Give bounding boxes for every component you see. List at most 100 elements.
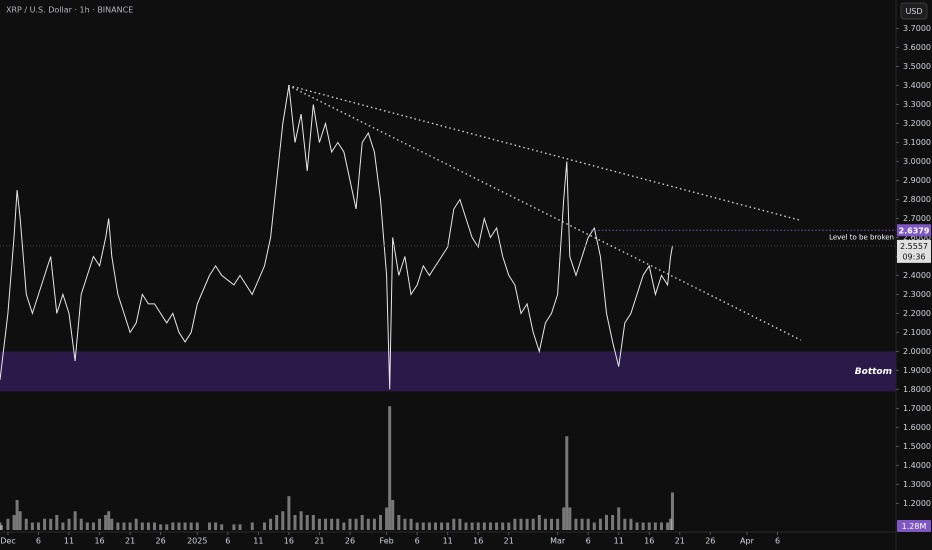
x-tick-label: 16 xyxy=(284,537,294,546)
volume-bar xyxy=(299,511,303,530)
y-tick-label: 3.6000 xyxy=(903,43,931,52)
volume-bar xyxy=(440,522,444,530)
volume-bar xyxy=(238,524,242,530)
y-tick-label: 1.3000 xyxy=(903,480,931,489)
volume-label: 1.28M xyxy=(902,522,927,531)
trendline xyxy=(287,84,802,341)
volume-bar xyxy=(354,518,358,530)
volume-bar xyxy=(391,500,395,530)
x-tick-label: Dec xyxy=(0,537,15,546)
y-tick-label: 2.1000 xyxy=(903,328,931,337)
volume-bar xyxy=(330,518,334,530)
volume-bar xyxy=(61,522,65,530)
x-tick-label: 21 xyxy=(314,537,324,546)
x-tick-label: 26 xyxy=(345,537,355,546)
volume-bar xyxy=(360,515,364,530)
volume-bar xyxy=(275,515,279,530)
volume-bar xyxy=(43,518,47,530)
last-price: 2.5557 xyxy=(900,242,928,251)
y-tick-label: 2.9000 xyxy=(903,176,931,185)
volume-bar xyxy=(488,522,492,530)
currency-label: USD xyxy=(905,7,922,16)
volume-bar xyxy=(476,522,480,530)
volume-bar xyxy=(629,518,633,530)
volume-bar xyxy=(342,522,346,530)
volume-bar xyxy=(458,518,462,530)
volume-bar xyxy=(24,518,28,530)
volume-bar xyxy=(336,518,340,530)
volume-bar xyxy=(98,518,102,530)
last-price-box xyxy=(897,239,931,263)
zone-label: Bottom xyxy=(855,367,892,377)
volume-bar xyxy=(397,515,401,530)
volume-bar xyxy=(159,524,163,530)
x-tick-label: 6 xyxy=(775,537,780,546)
volume-bar xyxy=(134,518,138,530)
volume-bar xyxy=(403,518,407,530)
x-tick-label: 11 xyxy=(443,537,453,546)
volume-bar xyxy=(409,518,413,530)
volume-bar xyxy=(604,515,608,530)
volume-bar xyxy=(348,518,352,530)
trendline xyxy=(288,84,801,221)
volume-bar xyxy=(171,522,175,530)
volume-bar xyxy=(177,522,181,530)
x-tick-label: 6 xyxy=(586,537,591,546)
volume-label-box xyxy=(897,520,931,532)
y-tick-label: 3.2000 xyxy=(903,119,931,128)
volume-bar xyxy=(525,518,529,530)
volume-bar xyxy=(611,515,615,530)
volume-bar xyxy=(669,518,673,530)
volume-bar xyxy=(482,522,486,530)
volume-bar xyxy=(565,436,569,530)
volume-bar xyxy=(287,496,291,530)
volume-bar xyxy=(433,522,437,530)
x-tick-label: 21 xyxy=(504,537,514,546)
volume-bar xyxy=(592,522,596,530)
volume-bar xyxy=(189,522,193,530)
y-tick-label: 3.1000 xyxy=(903,138,931,147)
countdown: 09:36 xyxy=(902,252,925,261)
volume-bar xyxy=(15,500,19,530)
y-tick-label: 1.8000 xyxy=(903,385,931,394)
volume-bar xyxy=(122,522,126,530)
volume-bar xyxy=(562,507,566,530)
x-tick-label: 6 xyxy=(36,537,41,546)
y-tick-label: 2.6000 xyxy=(903,233,931,242)
volume-bar xyxy=(385,507,389,530)
volume-bar xyxy=(470,522,474,530)
y-tick-label: 1.6000 xyxy=(903,423,931,432)
volume-bar xyxy=(36,522,40,530)
volume-bar xyxy=(501,522,505,530)
level-price: 2.6379 xyxy=(899,226,930,235)
volume-bar xyxy=(666,522,670,530)
volume-bar xyxy=(153,522,157,530)
volume-bar xyxy=(110,518,114,530)
volume-bar xyxy=(617,507,621,530)
volume-bar xyxy=(262,522,266,530)
x-tick-label: 6 xyxy=(225,537,230,546)
volume-bar xyxy=(519,518,523,530)
y-tick-label: 1.2000 xyxy=(903,499,931,508)
y-tick-label: 2.8000 xyxy=(903,195,931,204)
level-label: Level to be broken xyxy=(829,233,894,241)
x-tick-label: 2025 xyxy=(187,537,207,546)
y-tick-label: 3.0000 xyxy=(903,157,931,166)
volume-bar xyxy=(107,511,111,530)
volume-bar xyxy=(598,518,602,530)
volume-bar xyxy=(116,522,120,530)
x-tick-label: 11 xyxy=(253,537,263,546)
volume-bar xyxy=(464,522,468,530)
volume-bar xyxy=(647,522,651,530)
volume-bar xyxy=(543,518,547,530)
y-tick-label: 3.7000 xyxy=(903,24,931,33)
volume-bar xyxy=(305,515,309,530)
y-tick-label: 2.4000 xyxy=(903,271,931,280)
volume-bar xyxy=(495,522,499,530)
volume-bar xyxy=(379,515,383,530)
currency-button[interactable] xyxy=(900,2,928,20)
volume-bar xyxy=(415,522,419,530)
volume-bar xyxy=(388,406,392,530)
level-price-box xyxy=(897,224,931,237)
